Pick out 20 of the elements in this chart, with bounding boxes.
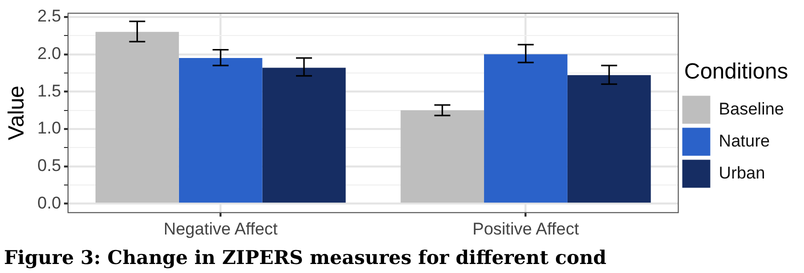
- legend-label: Urban: [718, 163, 766, 182]
- y-tick-label: 1.0: [37, 118, 62, 138]
- caption: Figure 3: Change in ZIPERS measures for different cond: [4, 247, 606, 269]
- legend-title: Conditions: [684, 58, 788, 84]
- bar: [567, 75, 651, 203]
- y-tick-label: 0.5: [37, 156, 62, 175]
- bar: [95, 32, 179, 203]
- bar: [400, 110, 484, 203]
- legend-label: Nature: [718, 131, 770, 150]
- y-tick-label: 2.0: [37, 44, 62, 63]
- y-axis-title: Value: [3, 86, 28, 140]
- y-tick-label: 1.5: [37, 81, 62, 100]
- y-tick-label: 0.0: [37, 193, 62, 212]
- bar: [262, 68, 346, 203]
- x-tick-label: Negative Affect: [164, 219, 278, 238]
- bar: [484, 54, 568, 203]
- bar: [178, 58, 262, 203]
- x-tick-label: Positive Affect: [472, 219, 580, 238]
- legend-label: Baseline: [718, 99, 784, 118]
- y-tick-label: 2.5: [37, 6, 62, 26]
